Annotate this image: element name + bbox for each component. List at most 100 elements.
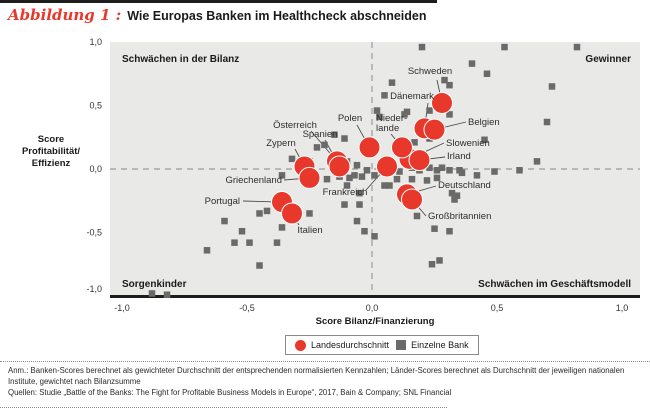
y-axis-title: Score Profitabilität/ Effizienz — [4, 134, 98, 170]
bank-square — [313, 144, 321, 151]
country-label-irland: Irland — [447, 151, 471, 162]
country-label-zypern: Zypern — [266, 138, 296, 149]
country-label-frankreich: Frankreich — [323, 187, 368, 198]
bank-square — [353, 161, 361, 169]
top-rule — [0, 0, 437, 3]
bank-square — [381, 92, 388, 99]
bank-square — [148, 290, 156, 297]
legend: Landesdurchschnitt Einzelne Bank — [285, 335, 479, 355]
country-dot-belgien — [423, 118, 446, 141]
bank-square — [386, 182, 393, 189]
bank-square — [501, 43, 508, 51]
bank-square — [246, 239, 253, 246]
bank-square — [426, 164, 433, 171]
bank-square — [441, 76, 448, 84]
footnote-separator — [0, 361, 650, 362]
bank-square — [423, 177, 431, 184]
quadrant-label-bottom-right: Schwächen im Geschäftsmodell — [478, 279, 631, 290]
bank-square — [548, 83, 556, 90]
circle-marker-icon — [295, 339, 306, 351]
bank-square — [413, 212, 421, 220]
bank-square — [306, 210, 313, 217]
bank-square — [221, 217, 228, 225]
bank-square — [331, 131, 338, 138]
bank-square — [273, 239, 281, 246]
bank-square — [436, 257, 443, 264]
bank-square — [356, 189, 363, 197]
bank-square — [543, 118, 551, 126]
legend-item-einzelne-bank: Einzelne Bank — [396, 340, 469, 350]
bank-square — [433, 167, 441, 174]
bank-square — [491, 168, 498, 175]
country-label-polen: Polen — [338, 113, 362, 124]
bank-square — [516, 167, 523, 174]
y-tick-label: -1,0 — [86, 284, 102, 294]
scatter-plot: -1,0 -0,5 0,0 0,5 1,0 1,0 0,5 0,0 -0,5 -1,0 Score … — [86, 37, 640, 327]
bank-square — [231, 239, 238, 246]
bank-square — [426, 107, 433, 114]
country-dot-niederlande — [391, 136, 413, 159]
bank-square — [446, 167, 453, 174]
y-axis-title-line2: Profitabilität/ — [21, 145, 81, 157]
footnote-sources: Quellen: Studie „Battle of the Banks: Th… — [8, 387, 452, 397]
bank-square — [358, 173, 366, 180]
country-label-slowenien: Slowenien — [446, 138, 490, 149]
bank-square — [371, 172, 378, 179]
bank-square — [341, 201, 348, 208]
legend-item-landesdurchschnitt: Landesdurchschnitt — [295, 339, 389, 351]
footnote-annotation: Anm.: Banken-Scores berechnet als gewich… — [8, 366, 625, 386]
y-axis-title-line1: Score — [37, 134, 65, 145]
country-dot-großbritannien — [401, 188, 423, 211]
bank-square — [533, 158, 541, 165]
bank-square — [453, 192, 461, 199]
bank-square — [401, 111, 408, 118]
bank-square — [361, 227, 368, 235]
bank-square — [363, 167, 371, 174]
bank-square — [418, 43, 426, 51]
bank-square — [346, 174, 353, 182]
bank-square — [433, 174, 441, 182]
country-dot-frankreich — [376, 155, 398, 178]
bank-square — [351, 172, 358, 179]
x-tick-label: -1,0 — [114, 303, 130, 313]
country-label-griechenland: Griechenland — [225, 175, 282, 186]
quadrant-label-top-left: Schwächen in der Bilanz — [122, 54, 239, 65]
bank-square — [396, 168, 403, 175]
bank-square — [321, 141, 328, 149]
country-label-großbritannien: Großbritannien — [428, 211, 491, 222]
bank-square — [481, 136, 488, 144]
bottom-rule — [0, 407, 447, 408]
page-title: Wie Europas Banken im Healthcheck abschn… — [127, 9, 427, 23]
legend-label-einzelne-bank: Einzelne Bank — [411, 340, 469, 350]
country-dot-italien — [281, 202, 303, 225]
y-tick-label: -0,5 — [86, 228, 102, 238]
bank-square — [393, 175, 401, 183]
bank-square — [446, 111, 453, 118]
y-tick-label: 0,5 — [89, 101, 102, 111]
bank-square — [323, 175, 331, 183]
bank-square — [381, 182, 388, 189]
bank-square — [288, 155, 296, 163]
country-label-österreich: Österreich — [273, 120, 317, 131]
bank-square — [458, 169, 466, 177]
bank-square — [428, 261, 436, 268]
country-dot-polen — [358, 136, 381, 159]
bank-square — [373, 107, 381, 114]
bank-square — [263, 207, 271, 215]
bank-square — [473, 172, 481, 179]
quadrant-label-bottom-left: Sorgenkinder — [122, 279, 187, 290]
y-axis-title-line3: Effizienz — [31, 157, 71, 169]
bank-square — [341, 135, 348, 142]
bank-square — [408, 175, 416, 183]
country-label-spanien: Spanien — [303, 129, 338, 140]
bank-square — [163, 291, 171, 298]
country-label-belgien: Belgien — [468, 117, 500, 128]
bank-square — [468, 60, 476, 67]
bank-square — [446, 227, 453, 235]
bank-square — [203, 247, 211, 254]
bank-square — [278, 224, 286, 231]
country-dot-spanien — [328, 155, 351, 178]
bank-square — [238, 227, 246, 235]
x-tick-label: -0,5 — [239, 303, 255, 313]
